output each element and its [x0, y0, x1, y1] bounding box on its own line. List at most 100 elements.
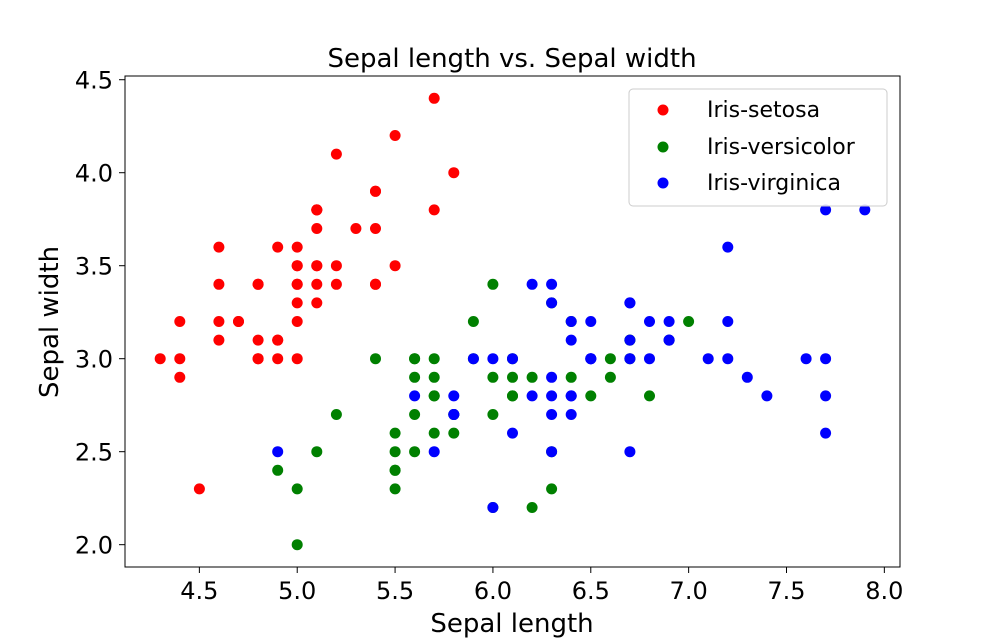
point-iris-versicolor [330, 409, 342, 420]
point-iris-versicolor [428, 371, 440, 383]
point-iris-setosa [291, 278, 303, 290]
point-iris-virginica [624, 353, 636, 365]
legend-marker-iris-setosa [657, 104, 669, 116]
point-iris-setosa [174, 316, 186, 327]
point-iris-virginica [565, 334, 577, 346]
x-tick-label: 5.0 [278, 577, 316, 605]
point-iris-versicolor [448, 427, 460, 439]
y-tick-label: 4.0 [75, 160, 113, 188]
point-iris-setosa [370, 278, 381, 290]
point-iris-virginica [546, 446, 558, 458]
legend-label-iris-virginica: Iris-virginica [707, 171, 841, 196]
point-iris-virginica [820, 390, 832, 402]
point-iris-versicolor [487, 278, 499, 290]
legend-label-iris-setosa: Iris-setosa [707, 98, 820, 123]
point-iris-setosa [330, 278, 342, 290]
point-iris-setosa [330, 148, 342, 160]
point-iris-virginica [546, 297, 558, 309]
point-iris-setosa [330, 260, 342, 272]
point-iris-setosa [370, 223, 381, 234]
x-tick-label: 8.0 [865, 577, 903, 605]
point-iris-virginica [428, 446, 440, 458]
y-tick-label: 4.5 [75, 67, 113, 95]
x-tick-label: 4.5 [180, 577, 218, 605]
point-iris-virginica [467, 353, 479, 365]
point-iris-virginica [702, 353, 714, 365]
point-iris-setosa [370, 185, 381, 197]
point-iris-versicolor [428, 427, 440, 439]
point-iris-versicolor [291, 483, 303, 495]
point-iris-setosa [350, 223, 362, 234]
point-iris-versicolor [311, 446, 323, 458]
point-iris-setosa [291, 316, 303, 327]
point-iris-virginica [507, 427, 518, 439]
point-iris-virginica [624, 334, 636, 346]
y-axis-label: Sepal width [35, 246, 65, 398]
point-iris-setosa [193, 483, 205, 495]
point-iris-versicolor [428, 353, 440, 365]
point-iris-virginica [565, 390, 577, 402]
point-iris-virginica [526, 278, 538, 290]
y-tick-label: 2.5 [75, 439, 113, 467]
point-iris-versicolor [370, 353, 381, 365]
point-iris-versicolor [507, 390, 518, 402]
legend: Iris-setosa Iris-versicolor Iris-virgini… [628, 88, 888, 207]
point-iris-setosa [154, 353, 166, 365]
point-iris-virginica [546, 409, 558, 420]
point-iris-setosa [213, 334, 225, 346]
point-iris-setosa [291, 241, 303, 253]
point-iris-versicolor [487, 371, 499, 383]
point-iris-setosa [174, 353, 186, 365]
y-tick-label: 3.0 [75, 346, 113, 374]
point-iris-versicolor [604, 353, 616, 365]
point-iris-versicolor [291, 539, 303, 551]
point-iris-versicolor [272, 464, 284, 476]
y-tick-label: 2.0 [75, 532, 113, 560]
point-iris-virginica [487, 502, 499, 513]
point-iris-versicolor [565, 371, 577, 383]
point-iris-setosa [252, 353, 264, 365]
point-iris-virginica [409, 390, 421, 402]
point-iris-setosa [428, 92, 440, 104]
point-iris-setosa [233, 316, 244, 327]
point-iris-virginica [546, 371, 558, 383]
point-iris-setosa [252, 334, 264, 346]
point-iris-setosa [311, 260, 323, 272]
point-iris-versicolor [428, 390, 440, 402]
point-iris-versicolor [409, 371, 421, 383]
point-iris-versicolor [546, 483, 558, 495]
point-iris-virginica [820, 427, 832, 439]
point-iris-virginica [448, 409, 460, 420]
point-iris-virginica [585, 316, 597, 327]
chart-title: Sepal length vs. Sepal width [327, 44, 696, 74]
point-iris-setosa [291, 353, 303, 365]
point-iris-setosa [428, 204, 440, 216]
point-iris-versicolor [409, 409, 421, 420]
x-tick-label: 7.0 [670, 577, 708, 605]
point-iris-versicolor [389, 446, 401, 458]
points-layer [154, 92, 871, 551]
plot-frame [124, 75, 901, 568]
point-iris-versicolor [389, 483, 401, 495]
point-iris-virginica [526, 390, 538, 402]
point-iris-virginica [722, 241, 734, 253]
point-iris-virginica [800, 353, 812, 365]
point-iris-versicolor [409, 353, 421, 365]
point-iris-setosa [272, 353, 284, 365]
point-iris-setosa [311, 223, 323, 234]
point-iris-virginica [624, 446, 636, 458]
point-iris-versicolor [683, 316, 695, 327]
legend-marker-iris-virginica [657, 177, 669, 189]
y-axis-ticks: 2.0 2.5 3.0 3.5 4.0 4.5 [75, 67, 125, 560]
legend-marker-iris-versicolor [657, 141, 669, 153]
y-tick-label: 3.5 [75, 253, 113, 281]
point-iris-setosa [311, 204, 323, 216]
point-iris-setosa [272, 334, 284, 346]
point-iris-setosa [448, 167, 460, 179]
point-iris-virginica [663, 316, 675, 327]
point-iris-virginica [565, 409, 577, 420]
point-iris-virginica [761, 390, 773, 402]
point-iris-virginica [624, 297, 636, 309]
point-iris-setosa [252, 278, 264, 290]
point-iris-virginica [272, 446, 284, 458]
